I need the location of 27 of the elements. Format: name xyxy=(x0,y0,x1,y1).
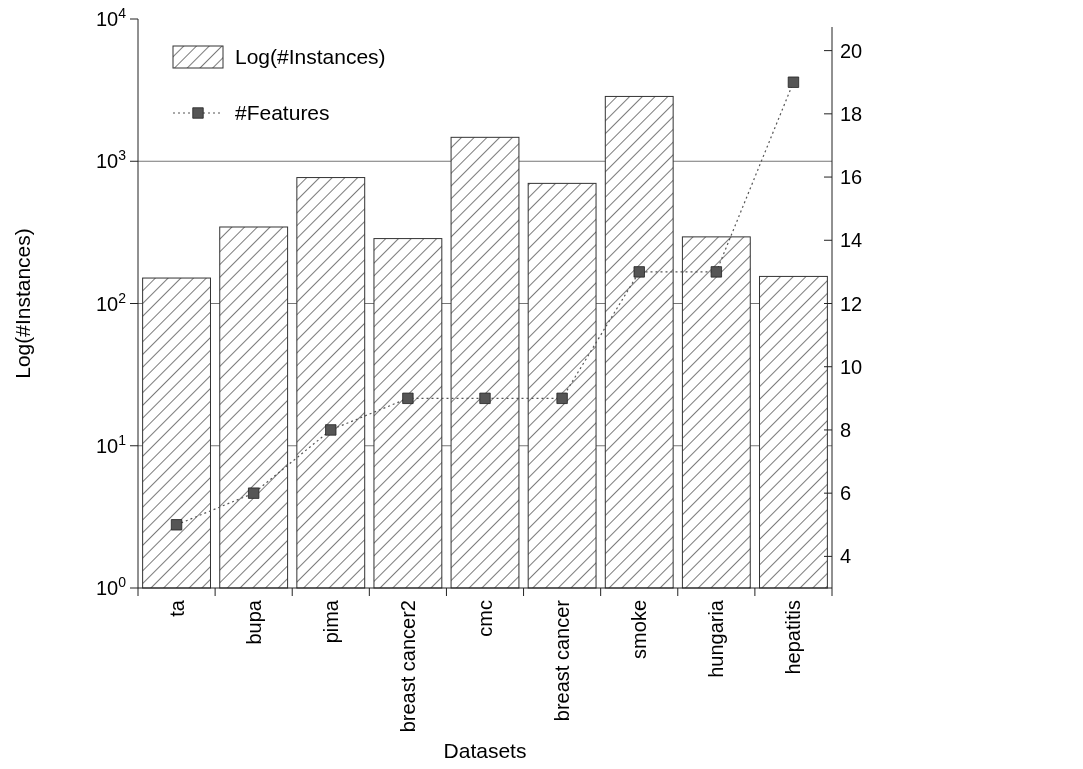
legend-label: Log(#Instances) xyxy=(235,45,386,69)
y-tick-label: 10$^{4}$ xyxy=(95,5,127,30)
y2-tick-label: 18 xyxy=(840,102,863,125)
y2-tick-label: 8 xyxy=(840,418,852,441)
y-axis-title: Log(#Instances) xyxy=(11,228,34,379)
y-tick-label: 10$^{0}$ xyxy=(95,574,127,599)
x-tick-label: hungaria xyxy=(705,599,728,678)
y-tick-label: 10$^{1}$ xyxy=(95,431,127,457)
x-tick-label: cmc xyxy=(474,600,496,637)
x-tick-label: bupa xyxy=(242,599,265,645)
y2-tick-label: 4 xyxy=(840,545,852,568)
legend-label: #Features xyxy=(235,101,330,125)
x-tick-label: hepatitis xyxy=(782,600,805,675)
x-tick-label: smoke xyxy=(628,600,651,659)
x-tick-label: ta xyxy=(165,599,188,617)
x-tick-label: breast cancer2 xyxy=(396,600,419,733)
x-axis-title: Datasets xyxy=(443,739,527,762)
y-tick-label: 10$^{3}$ xyxy=(95,147,127,173)
x-tick-label: breast cancer xyxy=(551,599,574,722)
y2-tick-label: 16 xyxy=(840,166,863,189)
y2-tick-label: 10 xyxy=(840,355,863,378)
y2-tick-label: 14 xyxy=(840,229,863,252)
x-tick-label: pima xyxy=(319,599,342,644)
y2-tick-label: 6 xyxy=(840,482,852,505)
y-tick-label: 10$^{2}$ xyxy=(95,289,127,315)
y2-tick-label: 12 xyxy=(840,292,863,315)
y2-tick-label: 20 xyxy=(840,39,863,62)
